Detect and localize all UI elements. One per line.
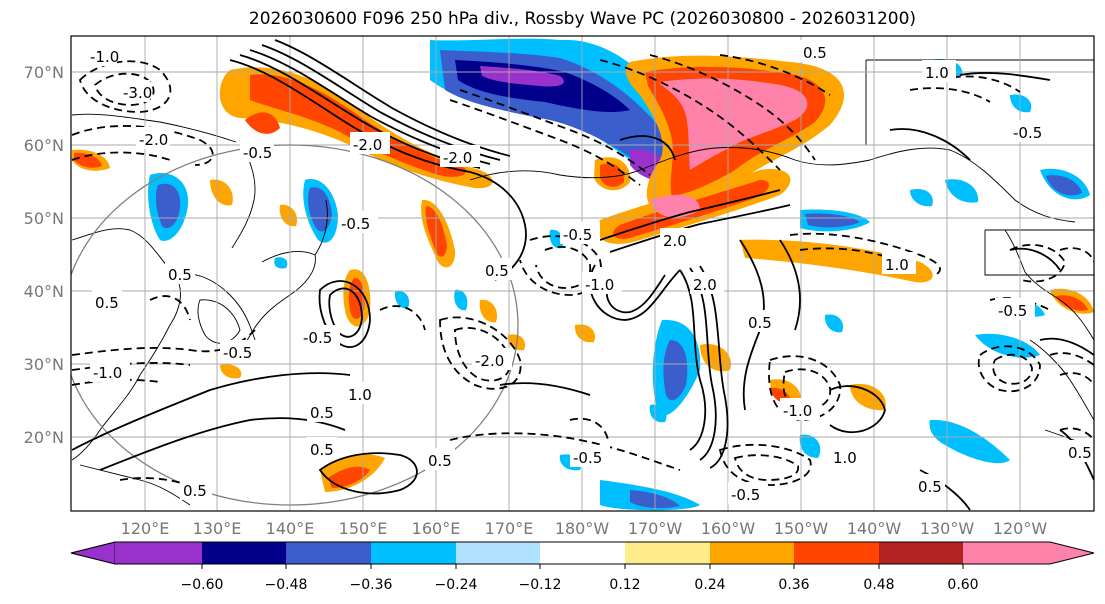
contour-label: 0.5 bbox=[183, 482, 207, 500]
colorbar-segment bbox=[371, 542, 456, 564]
colorbar-tick-label: −0.60 bbox=[181, 577, 224, 593]
longitude-label: 170°E bbox=[485, 519, 534, 538]
colorbar-tick-label: −0.48 bbox=[265, 577, 308, 593]
contour-label: -1.0 bbox=[783, 402, 812, 420]
latitude-label: 30°N bbox=[24, 355, 64, 374]
longitude-label: 170°W bbox=[628, 519, 683, 538]
colorbar-segment bbox=[710, 542, 794, 564]
colorbar-tick-label: −0.24 bbox=[435, 577, 478, 593]
contour-label: 0.5 bbox=[428, 452, 452, 470]
longitude-label: 150°W bbox=[774, 519, 829, 538]
contour-label: 1.0 bbox=[833, 449, 857, 467]
contour-label: 2.0 bbox=[693, 276, 717, 294]
latitude-label: 20°N bbox=[24, 428, 64, 447]
contour-label: 0.5 bbox=[748, 314, 772, 332]
contour-label: -0.5 bbox=[563, 226, 592, 244]
contour-label: -1.0 bbox=[90, 48, 119, 66]
contour-label: -0.5 bbox=[731, 486, 760, 504]
colorbar-tick-label: 0.24 bbox=[694, 577, 725, 593]
contour-label: 0.5 bbox=[803, 44, 827, 62]
colorbar-tick-label: −0.36 bbox=[350, 577, 393, 593]
reference-circle bbox=[71, 144, 519, 506]
colorbar-segment bbox=[115, 542, 202, 564]
latitude-label: 60°N bbox=[24, 136, 64, 155]
colorbar-tick-label: 0.36 bbox=[778, 577, 809, 593]
contour-label: 1.0 bbox=[925, 64, 949, 82]
contour-label: -3.0 bbox=[123, 84, 152, 102]
latitude-label: 40°N bbox=[24, 282, 64, 301]
colorbar: −0.60 −0.48 −0.36 −0.24 −0.12 0.12 0.24 … bbox=[70, 541, 1095, 593]
contour-label: -0.5 bbox=[341, 215, 370, 233]
contour-label: -2.0 bbox=[475, 352, 504, 370]
contour-label: -0.5 bbox=[303, 329, 332, 347]
contour-label: 0.5 bbox=[918, 478, 942, 496]
longitude-label: 120°E bbox=[121, 519, 170, 538]
colorbar-tick-label: −0.12 bbox=[519, 577, 562, 593]
contour-label: 0.5 bbox=[310, 441, 334, 459]
contour-labels: -1.0 -3.0 -2.0 -0.5 -0.5 -2.0 -0.5 0.5 -… bbox=[87, 40, 1094, 504]
longitude-label: 120°W bbox=[993, 519, 1048, 538]
colorbar-segment bbox=[286, 542, 371, 564]
contour-label: 0.5 bbox=[310, 404, 334, 422]
colorbar-outline bbox=[70, 541, 1095, 565]
contour-label: -2.0 bbox=[353, 136, 382, 154]
longitude-label: 130°E bbox=[193, 519, 242, 538]
colorbar-segment bbox=[794, 542, 879, 564]
contour-label: 2.0 bbox=[663, 232, 687, 250]
colorbar-right-extension bbox=[963, 542, 1094, 564]
colorbar-tick-label: 0.12 bbox=[609, 577, 640, 593]
contour-label: -0.5 bbox=[1013, 124, 1042, 142]
longitude-label: 130°W bbox=[920, 519, 975, 538]
contour-label: 0.5 bbox=[485, 262, 509, 280]
contour-label: -1.0 bbox=[93, 364, 122, 382]
longitude-label: 140°W bbox=[847, 519, 902, 538]
colorbar-tick-label: 0.48 bbox=[863, 577, 894, 593]
contour-label: 1.0 bbox=[885, 256, 909, 274]
latitude-axis: 70°N 60°N 50°N 40°N 30°N 20°N bbox=[24, 63, 64, 447]
colorbar-left-extension bbox=[70, 541, 116, 565]
figure-title: 2026030600 F096 250 hPa div., Rossby Wav… bbox=[248, 9, 917, 29]
contour-label: -0.5 bbox=[573, 449, 602, 467]
contour-label: 0.5 bbox=[95, 294, 119, 312]
contour-label: -2.0 bbox=[443, 149, 472, 167]
longitude-label: 140°E bbox=[266, 519, 315, 538]
contour-label: -0.5 bbox=[998, 302, 1027, 320]
contour-label: -1.0 bbox=[585, 276, 614, 294]
longitude-label: 160°E bbox=[412, 519, 461, 538]
contour-label: 0.5 bbox=[168, 266, 192, 284]
colorbar-segment bbox=[202, 542, 286, 564]
colorbar-segment bbox=[625, 542, 710, 564]
contour-label: -2.0 bbox=[139, 131, 168, 149]
longitude-label: 160°W bbox=[701, 519, 756, 538]
map-frame bbox=[70, 35, 1095, 512]
longitude-label: 150°E bbox=[339, 519, 388, 538]
latitude-label: 70°N bbox=[24, 63, 64, 82]
colorbar-tick-label: 0.60 bbox=[947, 577, 978, 593]
contour-label: -0.5 bbox=[223, 344, 252, 362]
colorbar-segment bbox=[456, 542, 540, 564]
longitude-label: 180°W bbox=[555, 519, 610, 538]
contour-label: 1.0 bbox=[348, 386, 372, 404]
longitude-axis: 120°E 130°E 140°E 150°E 160°E 170°E 180°… bbox=[121, 519, 1048, 538]
contour-label: -0.5 bbox=[243, 144, 272, 162]
colorbar-segment bbox=[879, 542, 963, 564]
colorbar-segment bbox=[540, 542, 625, 564]
contour-label: 0.5 bbox=[1068, 444, 1092, 462]
latitude-label: 50°N bbox=[24, 209, 64, 228]
